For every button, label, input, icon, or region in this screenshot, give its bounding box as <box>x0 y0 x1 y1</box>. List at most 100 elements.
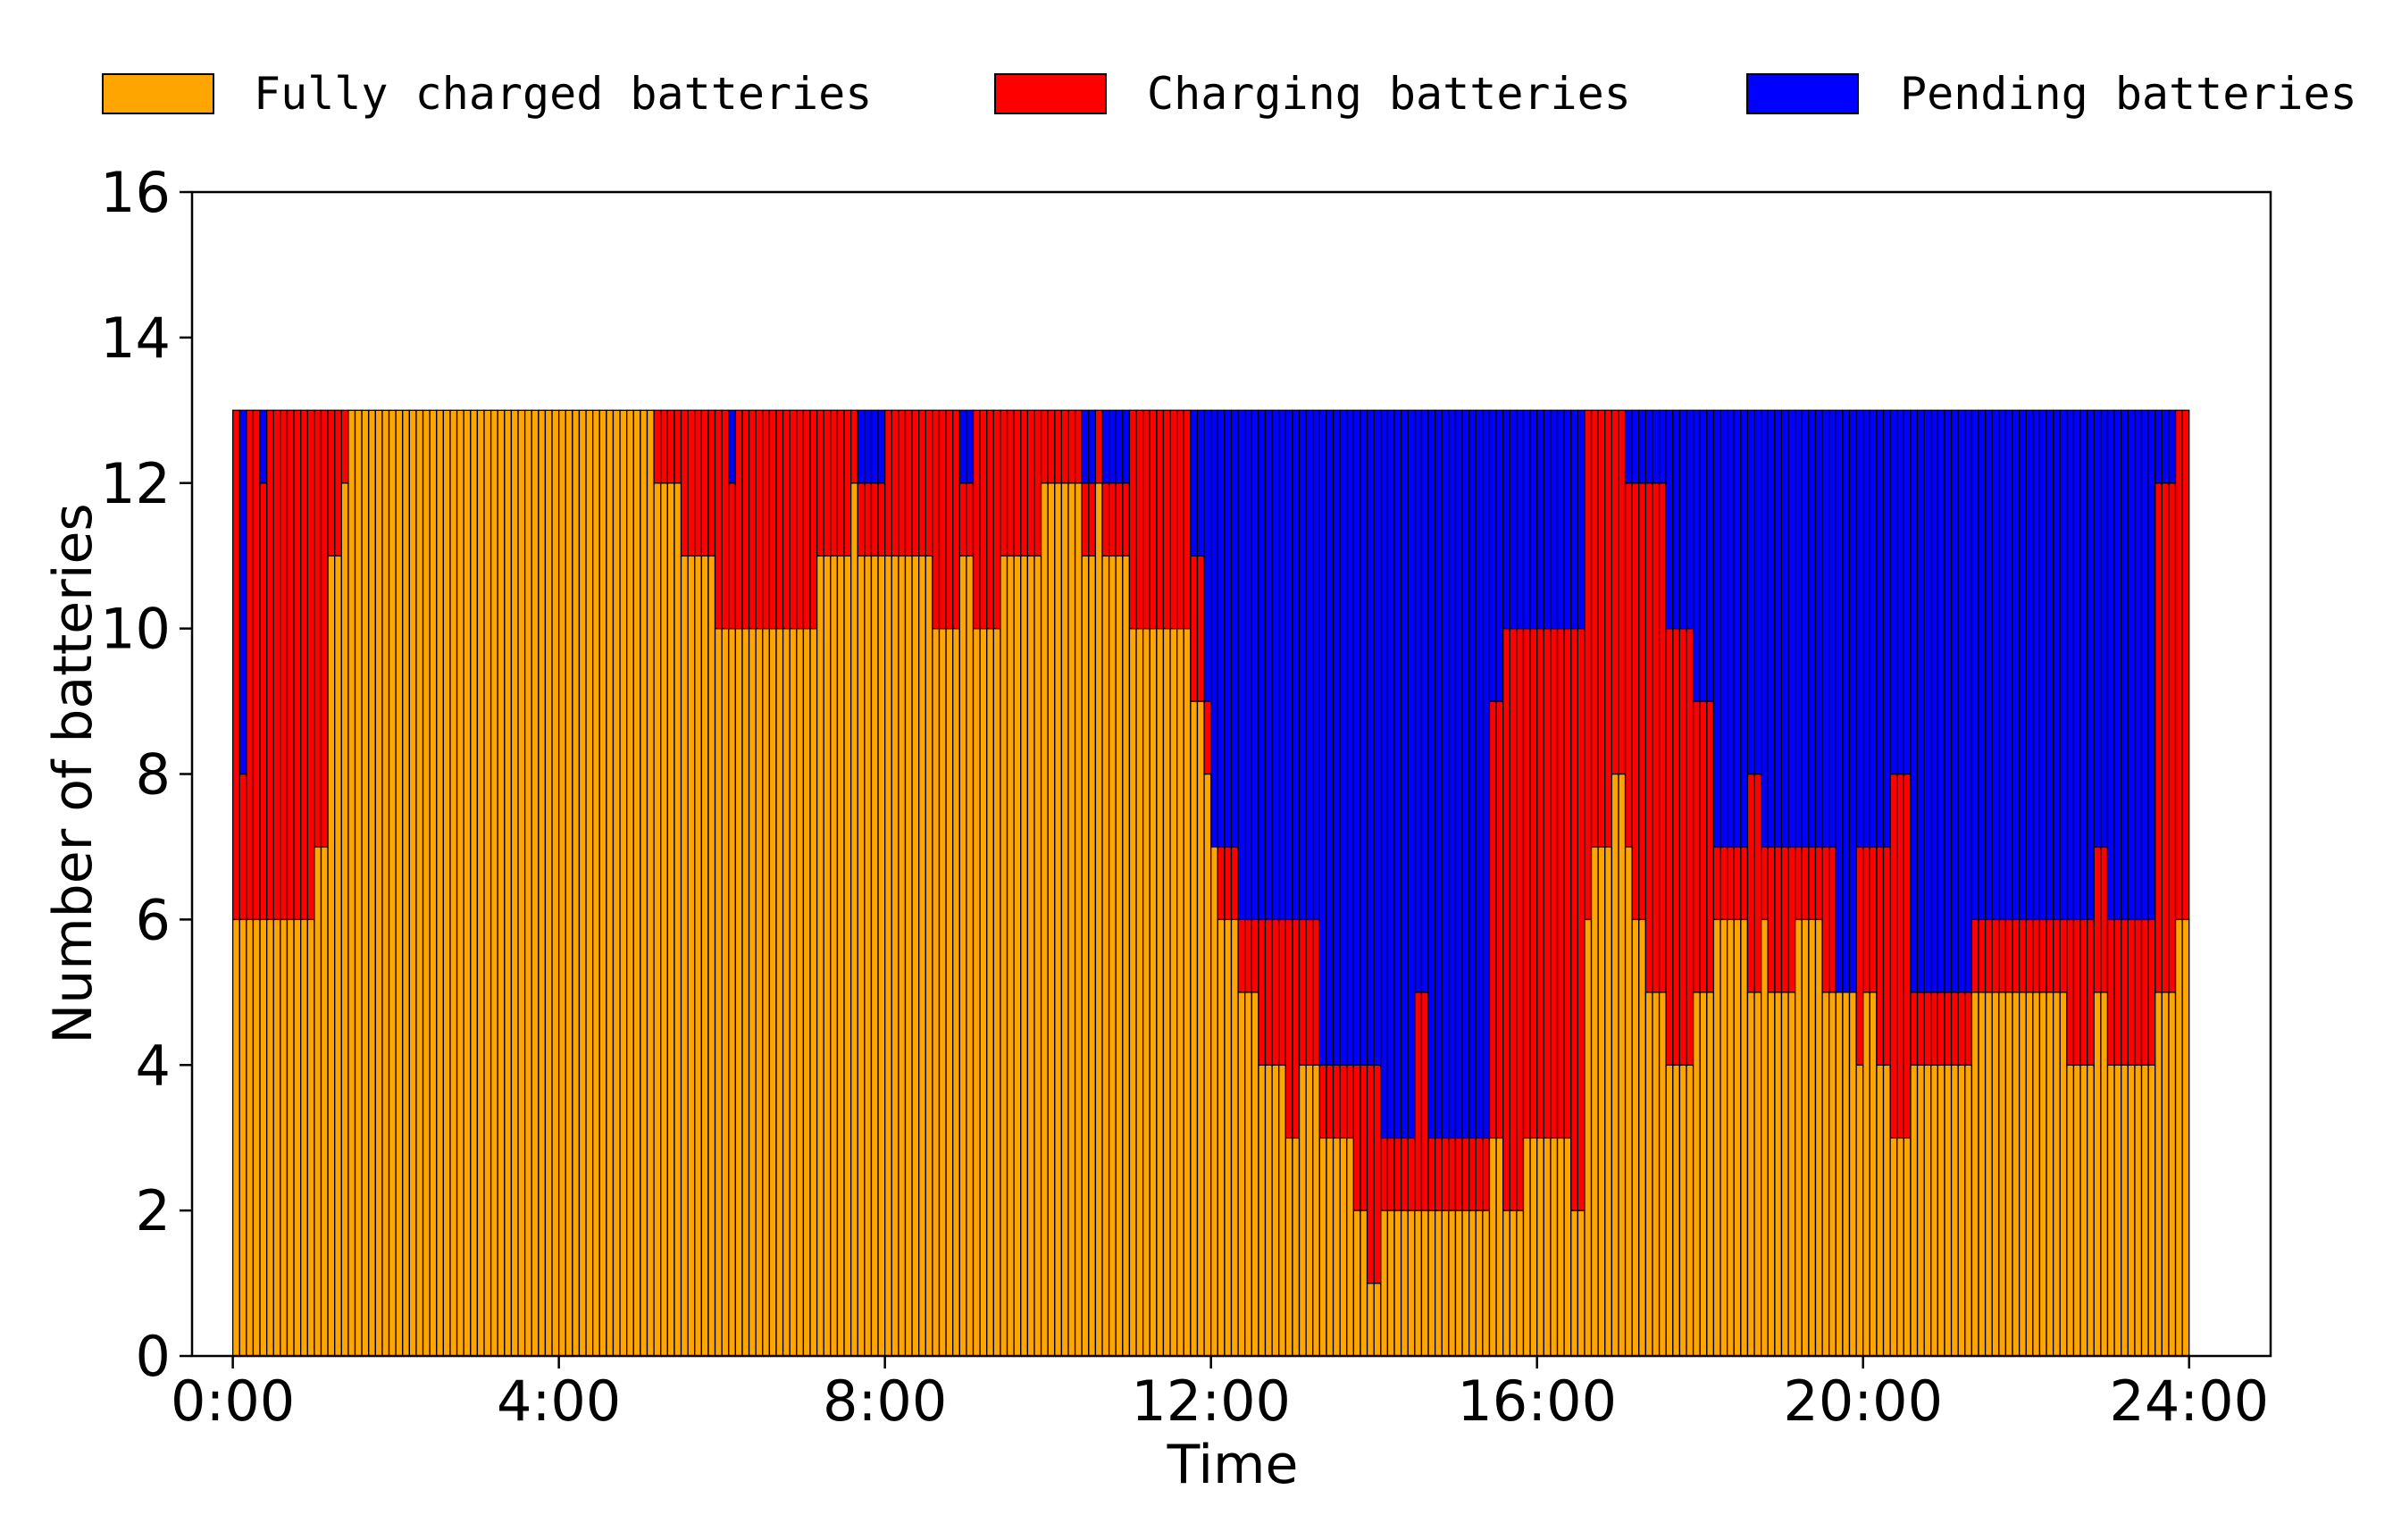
bar-segment-charging <box>849 409 858 484</box>
bar-segment-fully-charged <box>626 409 634 1357</box>
bar-segment-charging <box>1224 846 1233 921</box>
bar-segment-charging <box>1251 918 1259 993</box>
bar-segment-fully-charged <box>1386 1209 1395 1357</box>
bar-segment-fully-charged <box>728 627 737 1357</box>
bar-segment-charging <box>700 409 709 557</box>
bar-segment-charging <box>2052 918 2061 993</box>
bar-segment-charging <box>1454 1137 1463 1211</box>
bar-segment-charging <box>653 409 662 484</box>
bar-segment-fully-charged <box>327 555 336 1357</box>
bar-segment-pending <box>1910 409 1919 993</box>
bar-segment-charging <box>1332 1064 1341 1139</box>
bar-segment-pending <box>1386 409 1395 1139</box>
bar-segment-fully-charged <box>1013 555 1022 1357</box>
bar-segment-fully-charged <box>306 918 315 1357</box>
bar-segment-fully-charged <box>436 409 445 1357</box>
y-tick-label: 8 <box>136 742 171 808</box>
bar-segment-pending <box>2161 409 2170 484</box>
bar-segment-fully-charged <box>2168 992 2177 1357</box>
bar-segment-charging <box>2174 409 2183 921</box>
bar-segment-charging <box>300 409 308 921</box>
bar-segment-charging <box>748 409 757 630</box>
bar-segment-fully-charged <box>640 409 648 1357</box>
bar-segment-pending <box>1761 409 1769 848</box>
bar-segment-fully-charged <box>2127 1064 2136 1357</box>
bar-segment-pending <box>1686 409 1694 630</box>
bar-segment-charging <box>327 409 336 557</box>
bar-segment-fully-charged <box>748 627 757 1357</box>
bar-segment-pending <box>1957 409 1966 993</box>
bar-segment-charging <box>2140 918 2149 1066</box>
bar-segment-fully-charged <box>1529 1137 1538 1357</box>
bar-segment-fully-charged <box>1135 627 1144 1357</box>
bar-segment-pending <box>1312 409 1320 921</box>
bar-segment-fully-charged <box>1787 992 1796 1357</box>
bar-segment-charging <box>1522 627 1531 1139</box>
bar-segment-charging <box>1937 992 1945 1066</box>
bar-segment-pending <box>1978 409 1987 921</box>
bar-segment-fully-charged <box>2059 992 2068 1357</box>
bar-segment-charging <box>1719 846 1728 921</box>
bar-segment-charging <box>1366 1064 1375 1285</box>
bar-segment-charging <box>1183 409 1192 630</box>
bar-segment-pending <box>2106 409 2115 921</box>
bar-segment-pending <box>2140 409 2149 921</box>
bar-segment-charging <box>945 409 954 630</box>
bar-segment-charging <box>728 482 737 630</box>
bar-segment-charging <box>2038 918 2047 993</box>
bar-segment-charging <box>762 409 771 630</box>
bar-segment-fully-charged <box>2072 1064 2081 1357</box>
x-tick-label: 16:00 <box>1457 1368 1617 1434</box>
bar-segment-fully-charged <box>1237 992 1246 1357</box>
bar-segment-fully-charged <box>2012 992 2021 1357</box>
bar-segment-charging <box>1305 918 1314 1066</box>
y-tick-label: 16 <box>100 160 171 225</box>
bar-segment-pending <box>2100 409 2109 848</box>
bar-segment-charging <box>1074 409 1083 484</box>
bar-segment-pending <box>1488 409 1497 702</box>
bar-segment-charging <box>830 409 839 557</box>
x-axis-title: Time <box>1167 1434 1299 1496</box>
bar-segment-pending <box>1774 409 1783 848</box>
bar-segment-fully-charged <box>402 409 410 1357</box>
bar-segment-fully-charged <box>1631 918 1640 1357</box>
bar-segment-fully-charged <box>755 627 764 1357</box>
bar-segment-fully-charged <box>470 409 479 1357</box>
bar-segment-fully-charged <box>449 409 458 1357</box>
bar-segment-pending <box>1495 409 1504 702</box>
bar-segment-pending <box>1678 409 1687 630</box>
bar-segment-fully-charged <box>1509 1209 1518 1357</box>
bar-segment-fully-charged <box>1740 918 1749 1357</box>
bar-segment-pending <box>2072 409 2081 921</box>
bar-segment-charging <box>1033 409 1042 557</box>
bar-segment-charging <box>1115 482 1124 557</box>
bar-segment-fully-charged <box>775 627 784 1357</box>
bar-segment-pending <box>1869 409 1878 848</box>
bar-segment-pending <box>1923 409 1932 993</box>
bar-segment-pending <box>1801 409 1810 848</box>
bar-segment-charging <box>877 482 886 557</box>
bar-segment-fully-charged <box>395 409 404 1357</box>
bar-segment-fully-charged <box>660 482 668 1357</box>
bar-segment-charging <box>2066 918 2075 1066</box>
bar-segment-fully-charged <box>456 409 464 1357</box>
bar-segment-pending <box>1828 409 1837 848</box>
bar-segment-charging <box>1386 1137 1395 1211</box>
bar-segment-pending <box>2134 409 2143 921</box>
bar-segment-fully-charged <box>816 555 824 1357</box>
bar-segment-charging <box>1665 627 1674 1066</box>
bar-segment-pending <box>1292 409 1301 921</box>
bar-segment-fully-charged <box>517 409 526 1357</box>
bar-segment-pending <box>1088 409 1097 484</box>
bar-segment-fully-charged <box>619 409 628 1357</box>
bar-segment-pending <box>1237 409 1246 921</box>
bar-segment-fully-charged <box>849 482 858 1357</box>
bar-segment-fully-charged <box>1414 1209 1423 1357</box>
bar-segment-pending <box>1190 409 1199 557</box>
bar-segment-pending <box>1665 409 1674 630</box>
bar-segment-charging <box>755 409 764 630</box>
bar-segment-pending <box>1454 409 1463 1139</box>
bar-segment-charging <box>1006 409 1015 557</box>
bar-segment-charging <box>1230 846 1239 921</box>
